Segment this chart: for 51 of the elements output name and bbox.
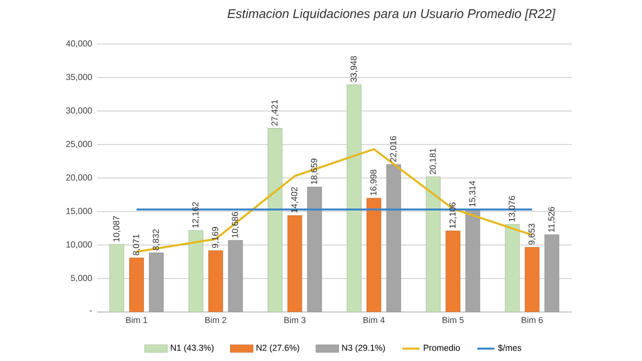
bar [524, 247, 540, 312]
data-label: 12,106 [449, 202, 457, 228]
data-label: 20,181 [430, 148, 437, 174]
bar [287, 215, 302, 312]
bar [109, 244, 124, 312]
x-tick-label: Bim 4 [364, 316, 385, 323]
x-tick-label: Bim 6 [522, 316, 543, 324]
chart-title: Estimacion Liquidaciones para un Usuario Promedio [R22] [228, 8, 556, 21]
x-tick-label: Bim 2 [205, 316, 226, 323]
data-label: 14,402 [291, 187, 298, 213]
x-tick-label: Bim 5 [442, 316, 464, 324]
y-tick-label: 10,000 [66, 241, 92, 249]
data-label: 9,169 [212, 227, 220, 248]
legend-label: N2 (27.6%) [256, 344, 300, 353]
data-label: 33,948 [350, 56, 358, 82]
data-label: 10,686 [232, 212, 240, 238]
x-tick-label: Bim 3 [284, 316, 306, 324]
y-tick-label: 5,000 [70, 274, 92, 282]
y-tick-label: 40,000 [66, 40, 92, 48]
data-label: 27,421 [271, 100, 279, 126]
bar [426, 176, 441, 312]
data-label: 18,659 [310, 158, 318, 184]
bar [188, 230, 204, 312]
y-tick-label: 15,000 [66, 208, 92, 216]
legend-label: $/mes [498, 344, 522, 352]
y-tick-label: 35,000 [66, 74, 92, 82]
data-label: 22,016 [390, 136, 398, 162]
bar [208, 250, 223, 312]
data-label: 12,162 [192, 202, 200, 228]
y-tick-label: 30,000 [66, 107, 92, 115]
legend-label: N1 (43.3%) [170, 344, 214, 353]
data-label: 8,071 [132, 234, 140, 256]
legend-label: Promedio [424, 344, 460, 351]
y-tick-label: 25,000 [66, 140, 92, 148]
data-label: 13,076 [508, 196, 516, 222]
data-label: 10,087 [113, 216, 120, 242]
data-label: 15,314 [469, 180, 476, 206]
legend-label: N3 (29.1%) [342, 344, 385, 353]
data-label: 11,526 [548, 207, 556, 232]
bar [505, 224, 520, 312]
data-label: 8,832 [152, 229, 160, 250]
data-label: 9,653 [528, 224, 536, 245]
y-tick-label: 20,000 [66, 174, 92, 182]
bar [129, 258, 144, 312]
data-label: 16,998 [370, 170, 378, 196]
bar [346, 84, 362, 312]
x-tick-label: Bim 1 [126, 316, 148, 323]
y-tick-label: - [90, 310, 92, 312]
bar [366, 198, 382, 312]
bar [446, 230, 460, 312]
bar [268, 128, 282, 312]
